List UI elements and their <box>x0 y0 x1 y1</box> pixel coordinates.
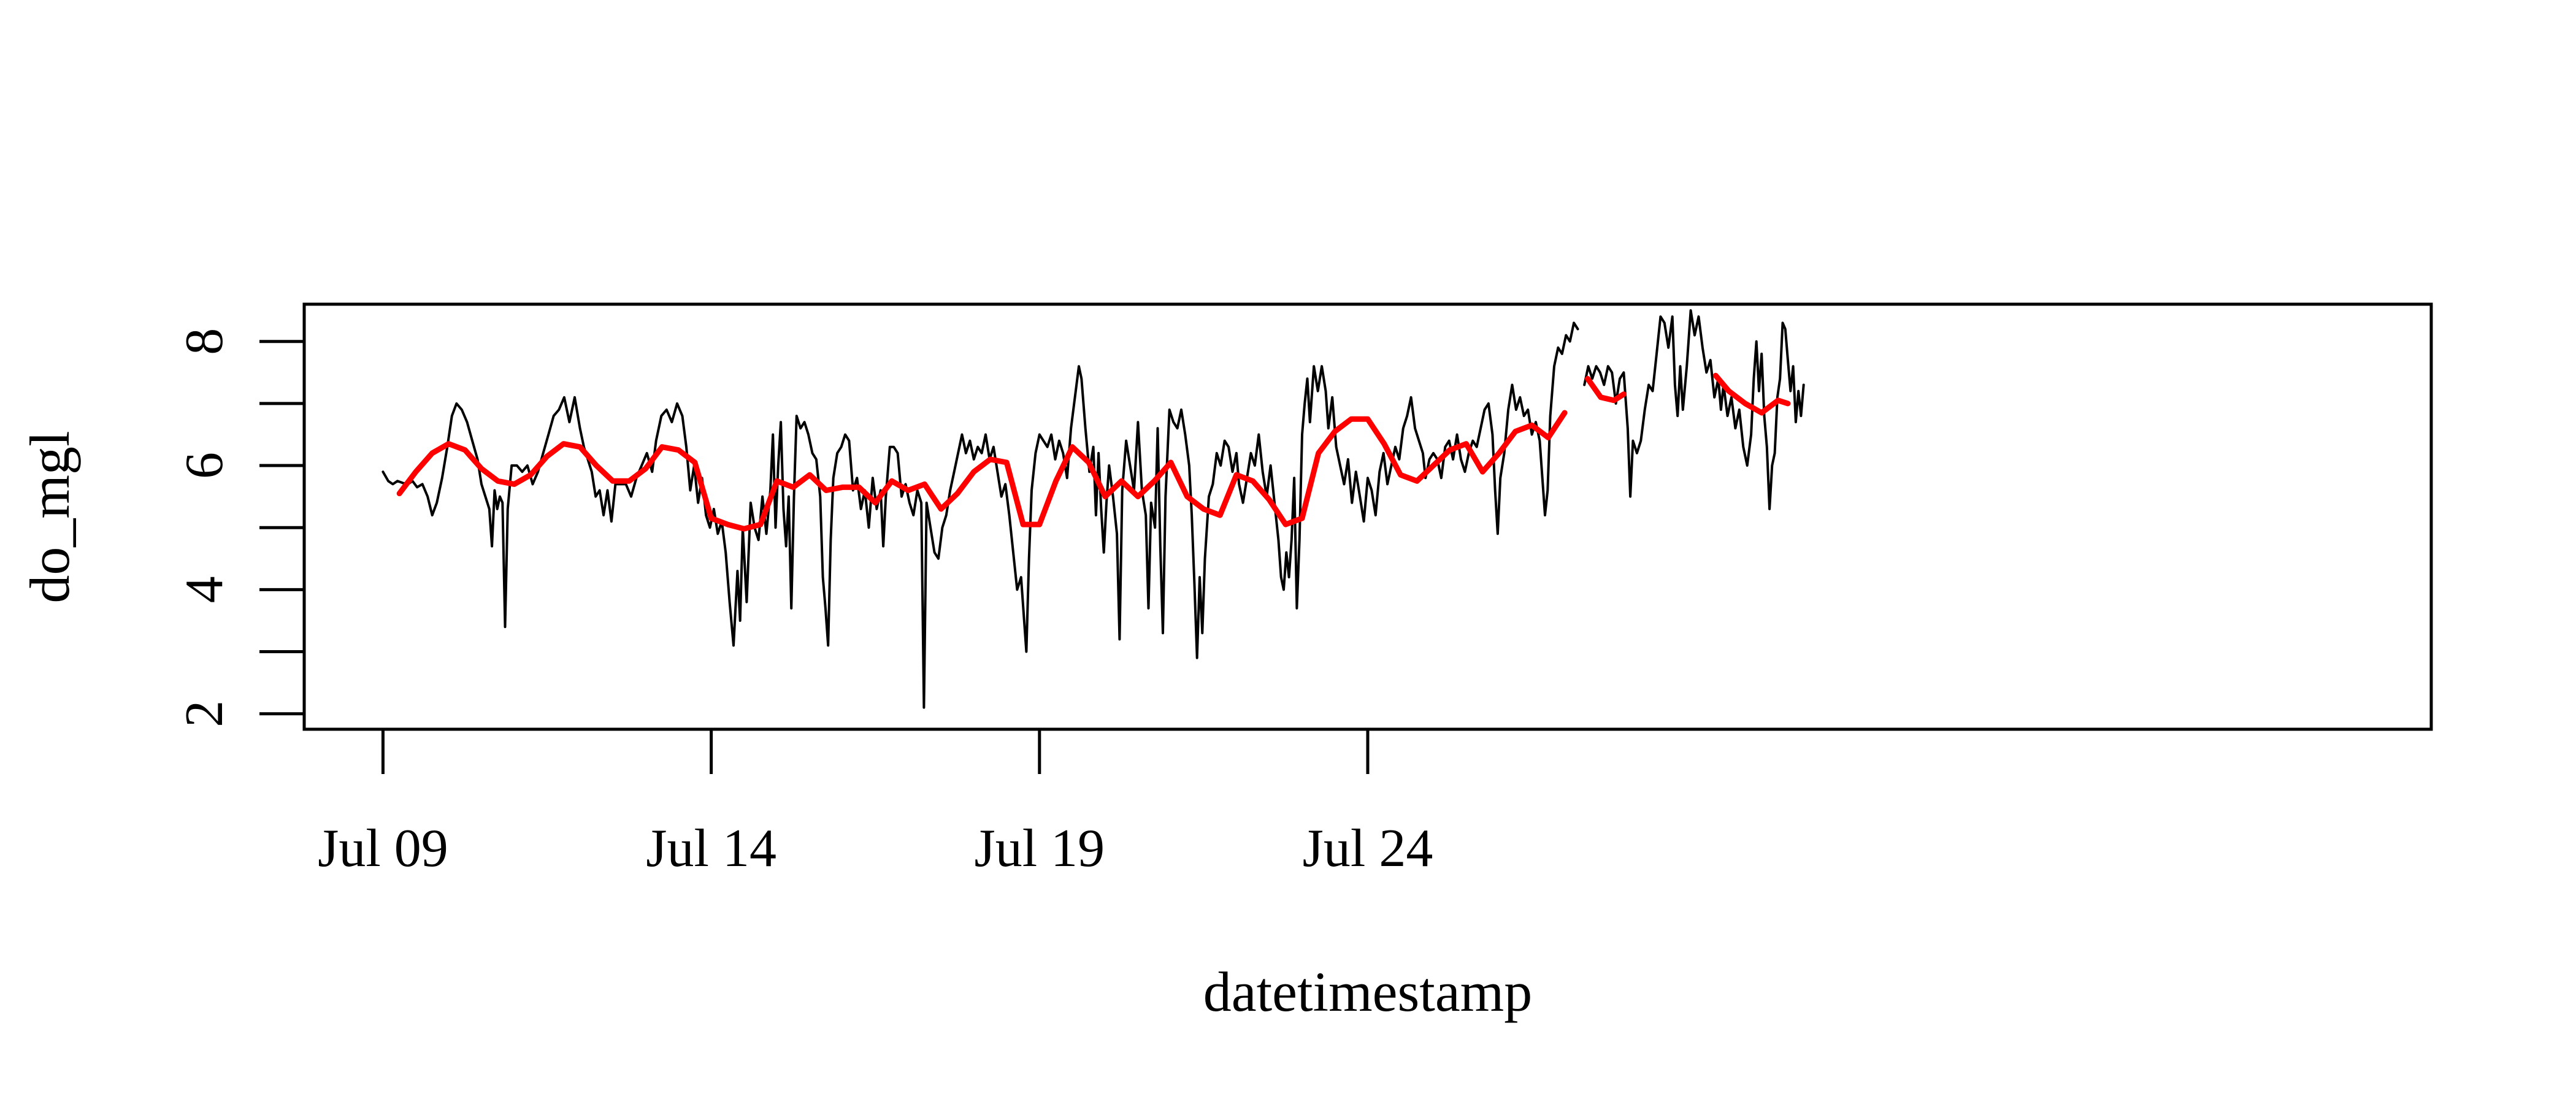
series-raw-line-1 <box>1583 309 1805 510</box>
x-tick-label-0: Jul 09 <box>318 819 448 878</box>
y-tick-label-2: 4 <box>175 576 234 603</box>
y-axis-title: do_mgl <box>18 431 81 603</box>
x-tick-label-1: Jul 14 <box>646 819 776 878</box>
y-axis-ticks: 2 4 6 8 <box>175 328 304 727</box>
x-tick-label-3: Jul 24 <box>1303 819 1433 878</box>
series-raw-line-0 <box>381 321 1579 709</box>
y-tick-label-6: 8 <box>175 328 234 355</box>
plot-area-frame <box>302 302 2433 731</box>
x-tick-label-2: Jul 19 <box>974 819 1105 878</box>
series-smoothed-line-2 <box>1712 372 1791 416</box>
series-smoothed-line-0 <box>396 410 1568 532</box>
y-tick-label-4: 6 <box>175 452 234 479</box>
series-smoothed-line-1 <box>1585 375 1627 404</box>
x-axis-title: datetimestamp <box>1203 960 1533 1023</box>
y-tick-label-0: 2 <box>175 700 234 727</box>
series-layer <box>381 309 1805 709</box>
x-axis-ticks: Jul 09 Jul 14 Jul 19 Jul 24 <box>318 729 1433 878</box>
